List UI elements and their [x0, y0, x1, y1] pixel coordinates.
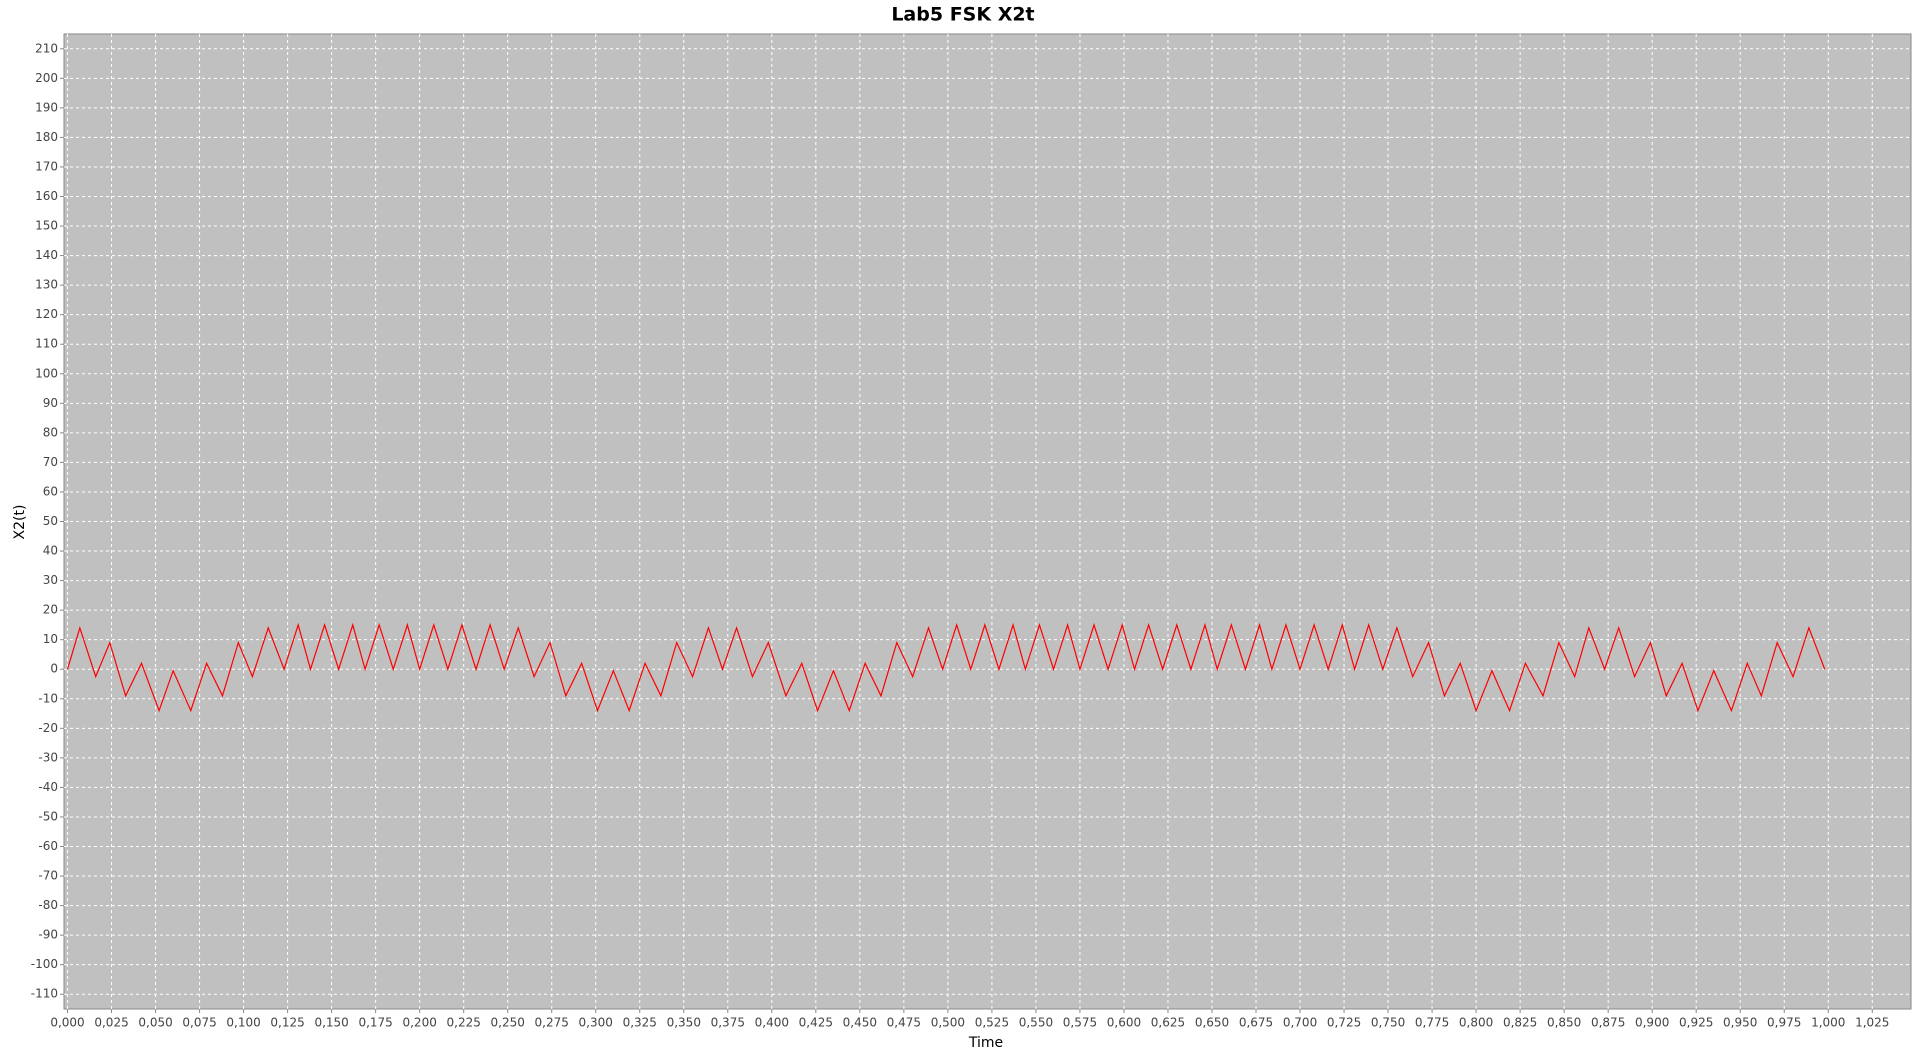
chart-title: Lab5 FSK X2t	[891, 4, 1034, 26]
x-tick-label: 0,575	[1063, 1016, 1097, 1030]
x-tick-label: 0,550	[1019, 1016, 1053, 1030]
y-tick-label: 90	[43, 396, 58, 410]
y-tick-label: 0	[50, 662, 58, 676]
x-tick-label: 0,375	[711, 1016, 745, 1030]
y-tick-label: 50	[43, 514, 58, 528]
y-tick-label: 200	[35, 71, 58, 85]
x-tick-label: 0,425	[799, 1016, 833, 1030]
y-tick-label: 80	[43, 425, 58, 439]
x-tick-label: 0,450	[843, 1016, 877, 1030]
x-tick-label: 0,500	[931, 1016, 965, 1030]
x-tick-label: 0,650	[1195, 1016, 1229, 1030]
x-tick-label: 0,825	[1503, 1016, 1537, 1030]
x-tick-label: 0,775	[1415, 1016, 1449, 1030]
y-tick-label: 60	[43, 484, 58, 498]
y-tick-label: -40	[38, 780, 58, 794]
x-tick-label: 0,675	[1239, 1016, 1273, 1030]
y-tick-label: 70	[43, 455, 58, 469]
x-axis-label: Time	[968, 1035, 1003, 1051]
x-tick-label: 0,100	[226, 1016, 260, 1030]
x-tick-label: 0,475	[887, 1016, 921, 1030]
x-tick-label: 0,700	[1283, 1016, 1317, 1030]
x-tick-label: 1,025	[1855, 1016, 1889, 1030]
x-tick-label: 1,000	[1811, 1016, 1845, 1030]
x-tick-label: 0,400	[755, 1016, 789, 1030]
y-tick-label: -60	[38, 839, 58, 853]
y-tick-label: 10	[43, 632, 58, 646]
x-tick-label: 0,125	[270, 1016, 304, 1030]
x-tick-label: 0,950	[1723, 1016, 1757, 1030]
x-tick-label: 0,875	[1591, 1016, 1625, 1030]
y-tick-label: 180	[35, 130, 58, 144]
x-tick-label: 0,250	[491, 1016, 525, 1030]
y-tick-label: 120	[35, 307, 58, 321]
x-tick-label: 0,200	[402, 1016, 436, 1030]
y-tick-label: 110	[35, 337, 58, 351]
y-tick-label: 210	[35, 41, 58, 55]
x-tick-label: 0,800	[1459, 1016, 1493, 1030]
y-tick-label: 40	[43, 544, 58, 558]
x-tick-label: 0,225	[447, 1016, 481, 1030]
x-tick-label: 0,025	[94, 1016, 128, 1030]
y-tick-label: -100	[31, 957, 58, 971]
y-tick-label: 140	[35, 248, 58, 262]
x-tick-label: 0,300	[579, 1016, 613, 1030]
x-tick-label: 0,275	[535, 1016, 569, 1030]
x-tick-label: 0,625	[1151, 1016, 1185, 1030]
y-tick-label: -80	[38, 898, 58, 912]
y-tick-label: 160	[35, 189, 58, 203]
y-tick-label: 150	[35, 219, 58, 233]
x-tick-label: 0,150	[314, 1016, 348, 1030]
y-tick-label: 20	[43, 603, 58, 617]
x-tick-label: 0,075	[182, 1016, 216, 1030]
x-tick-label: 0,050	[138, 1016, 172, 1030]
x-tick-label: 0,725	[1327, 1016, 1361, 1030]
x-tick-label: 0,900	[1635, 1016, 1669, 1030]
y-tick-label: 170	[35, 159, 58, 173]
y-tick-label: -70	[38, 869, 58, 883]
x-tick-label: 0,350	[667, 1016, 701, 1030]
x-tick-label: 0,850	[1547, 1016, 1581, 1030]
x-tick-label: 0,175	[358, 1016, 392, 1030]
y-axis-label: X2(t)	[12, 505, 28, 540]
y-tick-label: 30	[43, 573, 58, 587]
series-line	[66, 622, 1826, 713]
x-tick-label: 0,000	[50, 1016, 84, 1030]
x-tick-label: 0,325	[623, 1016, 657, 1030]
x-tick-label: 0,925	[1679, 1016, 1713, 1030]
y-tick-label: -110	[31, 987, 58, 1001]
x-tick-label: 0,525	[975, 1016, 1009, 1030]
x-tick-label: 0,750	[1371, 1016, 1405, 1030]
y-tick-label: -10	[38, 691, 58, 705]
y-tick-label: 130	[35, 278, 58, 292]
y-tick-label: -30	[38, 750, 58, 764]
x-tick-label: 0,975	[1767, 1016, 1801, 1030]
y-tick-label: -50	[38, 809, 58, 823]
y-tick-label: 190	[35, 100, 58, 114]
x-tick-label: 0,600	[1107, 1016, 1141, 1030]
y-tick-label: -20	[38, 721, 58, 735]
y-tick-label: -90	[38, 928, 58, 942]
y-tick-label: 100	[35, 366, 58, 380]
